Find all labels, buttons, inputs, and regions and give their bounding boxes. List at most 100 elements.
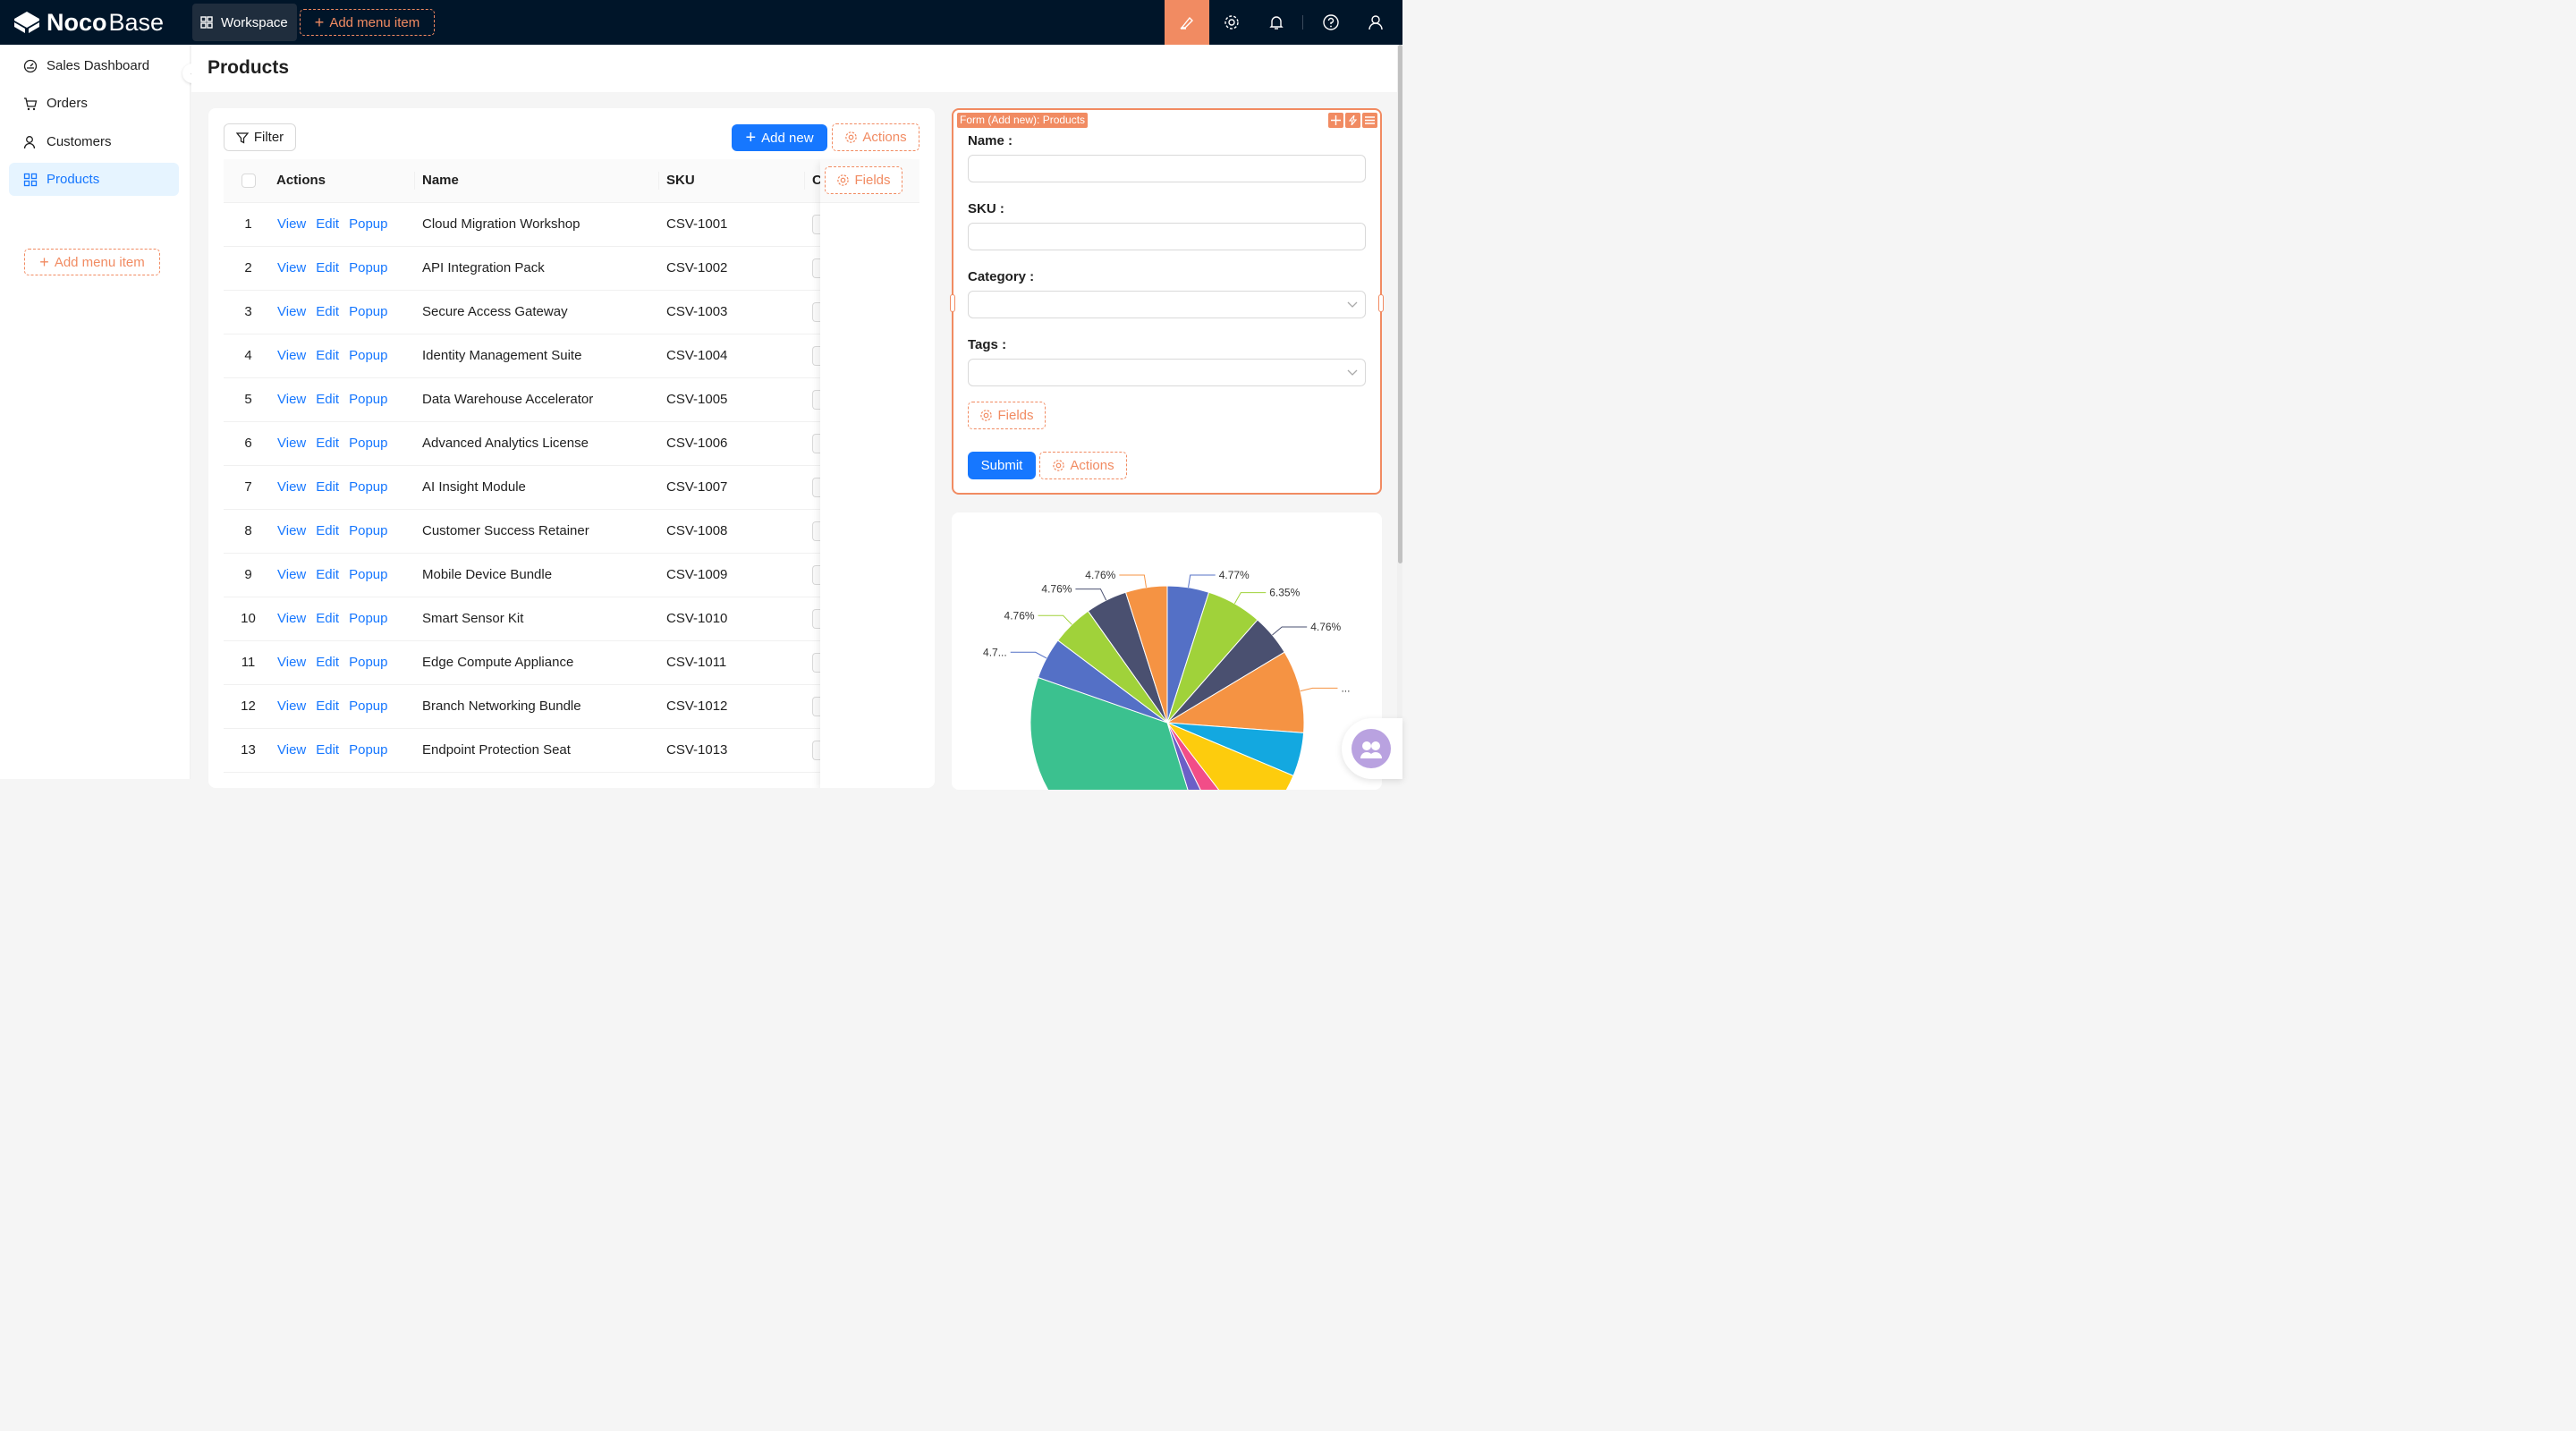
- column-header-category[interactable]: C: [812, 173, 822, 188]
- row-edit-link[interactable]: Edit: [316, 699, 340, 714]
- row-view-link[interactable]: View: [277, 611, 307, 626]
- row-popup-link[interactable]: Popup: [349, 699, 388, 714]
- row-popup-link[interactable]: Popup: [349, 742, 388, 758]
- drag-move-icon[interactable]: [1328, 113, 1343, 128]
- form-actions-config-button[interactable]: Actions: [1039, 452, 1127, 479]
- resize-handle-right[interactable]: [1378, 294, 1384, 312]
- row-popup-link[interactable]: Popup: [349, 479, 388, 495]
- submit-button[interactable]: Submit: [968, 452, 1036, 479]
- row-view-link[interactable]: View: [277, 523, 307, 538]
- category-select[interactable]: [968, 291, 1366, 318]
- sidebar-item-orders[interactable]: Orders: [9, 87, 179, 120]
- row-popup-link[interactable]: Popup: [349, 392, 388, 407]
- table-row[interactable]: 7 View Edit Popup AI Insight Module CSV-1007: [224, 466, 919, 510]
- row-edit-link[interactable]: Edit: [316, 655, 340, 670]
- row-view-link[interactable]: View: [277, 699, 307, 714]
- table-actions-config-button[interactable]: Actions: [832, 123, 919, 151]
- row-popup-link[interactable]: Popup: [349, 567, 388, 582]
- tags-select[interactable]: [968, 359, 1366, 386]
- name-input[interactable]: [968, 155, 1366, 182]
- row-actions: View Edit Popup: [277, 216, 387, 232]
- row-view-link[interactable]: View: [277, 216, 307, 232]
- table-row[interactable]: 5 View Edit Popup Data Warehouse Accelerator…: [224, 378, 919, 422]
- add-new-button[interactable]: + Add new: [732, 124, 827, 151]
- row-popup-link[interactable]: Popup: [349, 523, 388, 538]
- table-row[interactable]: 13 View Edit Popup Endpoint Protection Seat C…: [224, 729, 919, 773]
- name-field-label: Name :: [968, 133, 1013, 148]
- nocobase-logo[interactable]: Noco Base: [13, 9, 164, 36]
- row-view-link[interactable]: View: [277, 348, 307, 363]
- row-popup-link[interactable]: Popup: [349, 216, 388, 232]
- row-view-link[interactable]: View: [277, 304, 307, 319]
- workspace-menu[interactable]: Workspace: [192, 4, 297, 41]
- top-add-menu-item-button[interactable]: + Add menu item: [300, 9, 435, 36]
- row-view-link[interactable]: View: [277, 655, 307, 670]
- row-edit-link[interactable]: Edit: [316, 216, 340, 232]
- row-edit-link[interactable]: Edit: [316, 260, 340, 275]
- pie-label-line: [1038, 614, 1072, 625]
- row-view-link[interactable]: View: [277, 479, 307, 495]
- table-row[interactable]: 6 View Edit Popup Advanced Analytics License…: [224, 422, 919, 466]
- row-edit-link[interactable]: Edit: [316, 436, 340, 451]
- row-edit-link[interactable]: Edit: [316, 392, 340, 407]
- user-icon[interactable]: [1367, 13, 1385, 31]
- row-view-link[interactable]: View: [277, 436, 307, 451]
- resize-handle-left[interactable]: [950, 294, 955, 312]
- row-index: 4: [244, 348, 252, 363]
- settings-gear-icon[interactable]: [1223, 13, 1241, 31]
- row-popup-link[interactable]: Popup: [349, 436, 388, 451]
- sku-cell: CSV-1009: [666, 567, 728, 582]
- ai-assistant-button[interactable]: [1342, 718, 1402, 779]
- menu-icon[interactable]: [1362, 113, 1377, 128]
- row-popup-link[interactable]: Popup: [349, 304, 388, 319]
- row-popup-link[interactable]: Popup: [349, 611, 388, 626]
- sidebar-item-sales-dashboard[interactable]: Sales Dashboard: [9, 49, 179, 82]
- page-scrollbar-thumb[interactable]: [1398, 45, 1402, 563]
- pie-slice[interactable]: [1124, 585, 1168, 724]
- ui-editor-button[interactable]: [1165, 0, 1209, 45]
- sidebar-item-customers[interactable]: Customers: [9, 125, 179, 158]
- row-edit-link[interactable]: Edit: [316, 304, 340, 319]
- sidebar-item-products[interactable]: Products: [9, 163, 179, 196]
- table-row[interactable]: 10 View Edit Popup Smart Sensor Kit CSV-1010: [224, 597, 919, 641]
- sku-input[interactable]: [968, 223, 1366, 250]
- pie-slice[interactable]: [1166, 722, 1250, 790]
- row-view-link[interactable]: View: [277, 567, 307, 582]
- table-row[interactable]: 9 View Edit Popup Mobile Device Bundle CSV-10…: [224, 554, 919, 597]
- row-edit-link[interactable]: Edit: [316, 567, 340, 582]
- sidebar-add-menu-item-button[interactable]: + Add menu item: [24, 249, 160, 275]
- row-edit-link[interactable]: Edit: [316, 742, 340, 758]
- table-row[interactable]: 12 View Edit Popup Branch Networking Bundle C…: [224, 685, 919, 729]
- row-popup-link[interactable]: Popup: [349, 655, 388, 670]
- select-all-checkbox[interactable]: [242, 174, 256, 188]
- pie-slice[interactable]: [1166, 722, 1228, 790]
- table-row[interactable]: 2 View Edit Popup API Integration Pack CSV-10…: [224, 247, 919, 291]
- row-view-link[interactable]: View: [277, 260, 307, 275]
- row-actions: View Edit Popup: [277, 304, 387, 319]
- row-edit-link[interactable]: Edit: [316, 348, 340, 363]
- column-header-name[interactable]: Name: [422, 173, 459, 188]
- pie-slice[interactable]: [1030, 676, 1208, 790]
- row-edit-link[interactable]: Edit: [316, 479, 340, 495]
- table-fields-config-button[interactable]: Fields: [825, 166, 902, 194]
- table-row[interactable]: 4 View Edit Popup Identity Management Suite C…: [224, 334, 919, 378]
- row-popup-link[interactable]: Popup: [349, 260, 388, 275]
- filter-button[interactable]: Filter: [224, 123, 296, 151]
- row-edit-link[interactable]: Edit: [316, 611, 340, 626]
- column-header-sku[interactable]: SKU: [666, 173, 695, 188]
- table-row[interactable]: 8 View Edit Popup Customer Success Retainer C…: [224, 510, 919, 554]
- bell-icon[interactable]: [1267, 13, 1285, 31]
- row-popup-link[interactable]: Popup: [349, 348, 388, 363]
- form-fields-config-button[interactable]: Fields: [968, 402, 1046, 429]
- row-actions: View Edit Popup: [277, 699, 387, 714]
- table-row[interactable]: 11 View Edit Popup Edge Compute Appliance CSV…: [224, 641, 919, 685]
- table-row[interactable]: 1 View Edit Popup Cloud Migration Workshop CS…: [224, 203, 919, 247]
- row-view-link[interactable]: View: [277, 742, 307, 758]
- pie-chart[interactable]: 4.77% 6.35% 4.76%... 4.7... 4.76% 4.76% 4.76%: [952, 512, 1382, 790]
- pie-slice[interactable]: [1165, 721, 1294, 790]
- thunderbolt-icon[interactable]: [1345, 113, 1360, 128]
- help-icon[interactable]: [1322, 13, 1340, 31]
- row-edit-link[interactable]: Edit: [316, 523, 340, 538]
- table-row[interactable]: 3 View Edit Popup Secure Access Gateway CSV-1…: [224, 291, 919, 334]
- row-view-link[interactable]: View: [277, 392, 307, 407]
